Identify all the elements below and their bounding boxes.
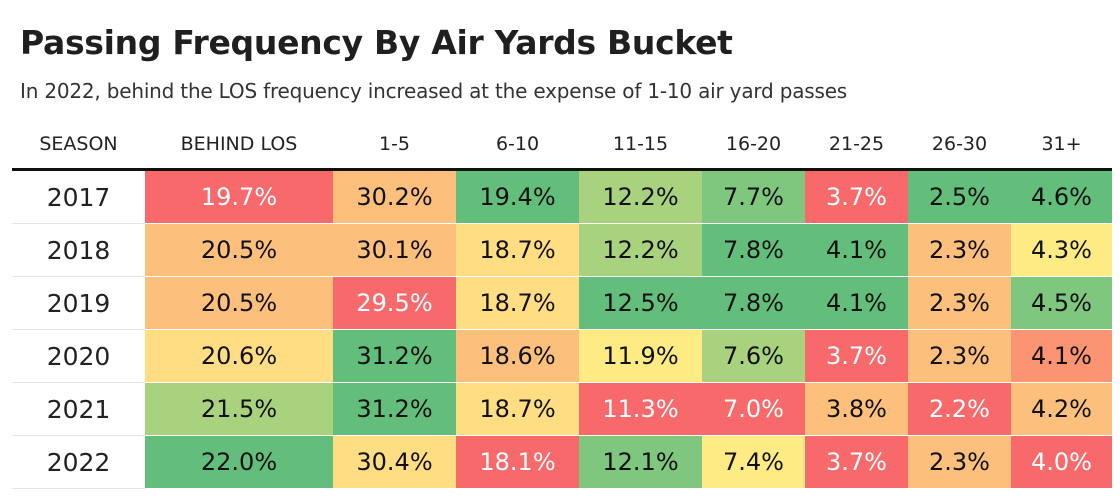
value-cell: 18.7%	[456, 382, 579, 436]
value-cell: 12.5%	[579, 276, 702, 330]
column-header-behind-los: BEHIND LOS	[145, 120, 333, 171]
value-cell: 2.3%	[908, 435, 1011, 489]
season-cell: 2020	[12, 329, 145, 383]
value-cell: 22.0%	[145, 435, 333, 489]
table-header: SEASON BEHIND LOS 1-5 6-10 11-15 16-20 2…	[12, 120, 1112, 171]
column-header-1-5: 1-5	[333, 120, 456, 171]
value-cell: 12.1%	[579, 435, 702, 489]
value-cell: 2.3%	[908, 223, 1011, 277]
value-cell: 12.2%	[579, 223, 702, 277]
column-header-31-plus: 31+	[1011, 120, 1112, 171]
table-body: 2017 19.7% 30.2% 19.4% 12.2% 7.7% 3.7% 2.5% 4.6%…	[12, 168, 1112, 489]
table-row: 2021 21.5% 31.2% 18.7% 11.3% 7.0% 3.8% 2.2% 4.2%	[12, 382, 1112, 436]
value-cell: 21.5%	[145, 382, 333, 436]
value-cell: 19.4%	[456, 168, 579, 224]
value-cell: 20.5%	[145, 276, 333, 330]
value-cell: 4.6%	[1011, 168, 1112, 224]
value-cell: 11.3%	[579, 382, 702, 436]
value-cell: 4.1%	[805, 276, 908, 330]
value-cell: 20.5%	[145, 223, 333, 277]
value-cell: 3.7%	[805, 329, 908, 383]
value-cell: 29.5%	[333, 276, 456, 330]
value-cell: 7.7%	[702, 168, 805, 224]
column-header-season: SEASON	[12, 120, 145, 171]
value-cell: 20.6%	[145, 329, 333, 383]
table-row: 2019 20.5% 29.5% 18.7% 12.5% 7.8% 4.1% 2.3% 4.5%	[12, 276, 1112, 330]
value-cell: 18.1%	[456, 435, 579, 489]
value-cell: 4.5%	[1011, 276, 1112, 330]
value-cell: 2.5%	[908, 168, 1011, 224]
season-cell: 2021	[12, 382, 145, 436]
table-row: 2022 22.0% 30.4% 18.1% 12.1% 7.4% 3.7% 2.3% 4.0%	[12, 435, 1112, 489]
value-cell: 30.2%	[333, 168, 456, 224]
value-cell: 7.6%	[702, 329, 805, 383]
value-cell: 31.2%	[333, 329, 456, 383]
value-cell: 30.4%	[333, 435, 456, 489]
value-cell: 4.1%	[1011, 329, 1112, 383]
chart-subtitle: In 2022, behind the LOS frequency increa…	[20, 79, 848, 103]
value-cell: 7.0%	[702, 382, 805, 436]
season-cell: 2022	[12, 435, 145, 489]
header-row: SEASON BEHIND LOS 1-5 6-10 11-15 16-20 2…	[12, 120, 1112, 171]
value-cell: 18.7%	[456, 223, 579, 277]
column-header-16-20: 16-20	[702, 120, 805, 171]
value-cell: 7.4%	[702, 435, 805, 489]
table-row: 2017 19.7% 30.2% 19.4% 12.2% 7.7% 3.7% 2.5% 4.6%	[12, 168, 1112, 224]
value-cell: 11.9%	[579, 329, 702, 383]
table-row: 2018 20.5% 30.1% 18.7% 12.2% 7.8% 4.1% 2.3% 4.3%	[12, 223, 1112, 277]
value-cell: 2.3%	[908, 276, 1011, 330]
season-cell: 2017	[12, 168, 145, 224]
value-cell: 30.1%	[333, 223, 456, 277]
value-cell: 4.1%	[805, 223, 908, 277]
value-cell: 4.3%	[1011, 223, 1112, 277]
value-cell: 4.2%	[1011, 382, 1112, 436]
chart-title: Passing Frequency By Air Yards Bucket	[20, 23, 733, 62]
value-cell: 7.8%	[702, 223, 805, 277]
value-cell: 4.0%	[1011, 435, 1112, 489]
column-header-6-10: 6-10	[456, 120, 579, 171]
value-cell: 12.2%	[579, 168, 702, 224]
table-row: 2020 20.6% 31.2% 18.6% 11.9% 7.6% 3.7% 2.3% 4.1%	[12, 329, 1112, 383]
column-header-26-30: 26-30	[908, 120, 1011, 171]
column-header-11-15: 11-15	[579, 120, 702, 171]
column-header-21-25: 21-25	[805, 120, 908, 171]
value-cell: 18.6%	[456, 329, 579, 383]
frequency-table: SEASON BEHIND LOS 1-5 6-10 11-15 16-20 2…	[12, 120, 1112, 489]
value-cell: 19.7%	[145, 168, 333, 224]
season-cell: 2019	[12, 276, 145, 330]
season-cell: 2018	[12, 223, 145, 277]
value-cell: 31.2%	[333, 382, 456, 436]
value-cell: 3.7%	[805, 168, 908, 224]
value-cell: 3.8%	[805, 382, 908, 436]
value-cell: 18.7%	[456, 276, 579, 330]
value-cell: 2.2%	[908, 382, 1011, 436]
value-cell: 7.8%	[702, 276, 805, 330]
value-cell: 2.3%	[908, 329, 1011, 383]
value-cell: 3.7%	[805, 435, 908, 489]
